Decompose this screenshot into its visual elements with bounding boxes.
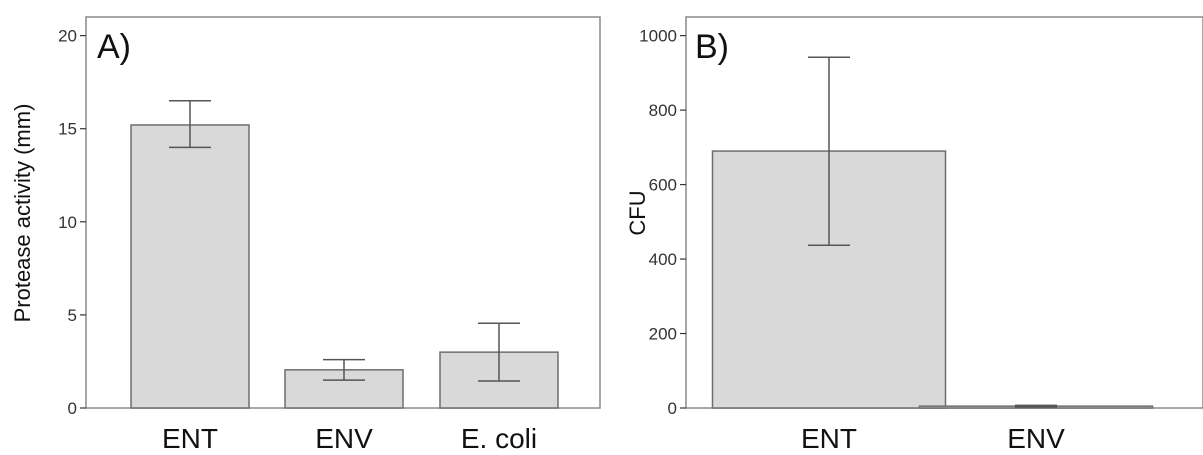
panel-b-y-tick-label: 600 [649, 176, 677, 195]
panel-a-y-axis-label: Protease activity (mm) [10, 104, 35, 323]
panel-b-y-tick-label: 200 [649, 325, 677, 344]
panel-a-category-label: ENV [315, 423, 373, 454]
panel-a-category-label: E. coli [461, 423, 537, 454]
panel-b-y-tick-label: 1000 [639, 27, 677, 46]
panel-a-y-tick-label: 10 [58, 213, 77, 232]
panel-a-bar [284, 369, 404, 409]
panel-a-y-tick-label: 15 [58, 120, 77, 139]
panel-b-category-label: ENV [1007, 423, 1065, 454]
panel-a-y-tick-label: 5 [68, 306, 77, 325]
panel-a-y-tick-label: 0 [68, 399, 77, 418]
panel-b-category-label: ENT [801, 423, 857, 454]
panel-b-y-axis-label: CFU [625, 190, 650, 235]
panel-b-y-tick-label: 800 [649, 101, 677, 120]
panel-b-panel-label: B) [695, 28, 729, 66]
panel-b-y-tick-label: 0 [668, 399, 677, 418]
panel-a-y-tick-label: 20 [58, 27, 77, 46]
panel-b-group: 0 200 400 600 800 1000 ENT ENV CFU B) [625, 16, 1203, 454]
panel-a-category-label: ENT [162, 423, 218, 454]
panel-a-group: 0 5 10 15 20 ENT ENV E. coli Protease activity (… [10, 16, 601, 454]
panel-a-panel-label: A) [97, 28, 131, 66]
panel-a-bar [130, 124, 250, 409]
panel-b-y-tick-label: 400 [649, 250, 677, 269]
